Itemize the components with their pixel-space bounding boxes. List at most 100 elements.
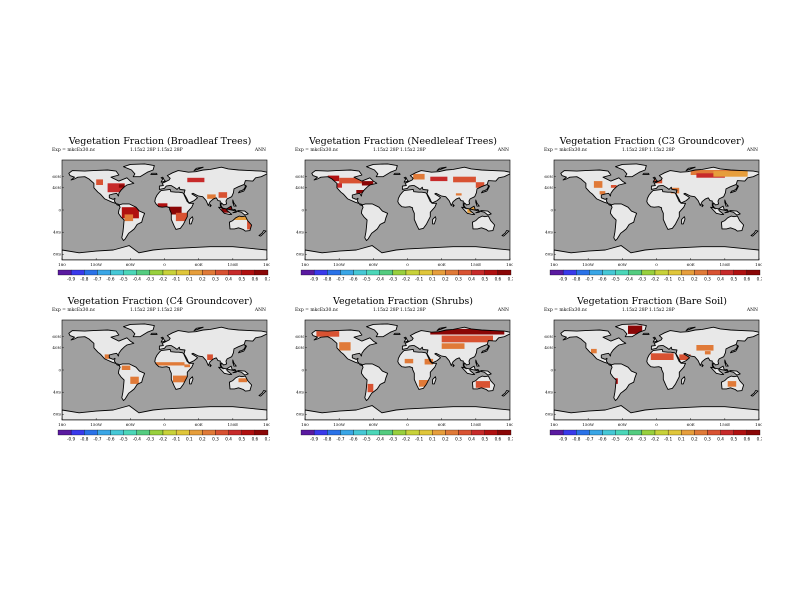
panel-period: ANN [497, 308, 509, 313]
landmass-north-america [560, 330, 626, 366]
landmass-indonesia [461, 366, 492, 375]
landmass-south-america [610, 363, 637, 401]
colorbar-label: -0.5 [612, 277, 621, 282]
colorbar-swatch [70, 269, 85, 276]
data-cell [339, 342, 351, 351]
coastline-iceland [393, 332, 401, 335]
x-tick-label: 180 [301, 262, 309, 267]
coastline-nz [750, 230, 759, 237]
colorbar-swatch [300, 429, 315, 436]
coastline-africa [646, 348, 686, 390]
panel-title: Vegetation Fraction (C4 Groundcover) [67, 296, 253, 307]
panel-needleleaf: Vegetation Fraction (Needleleaf Trees) E… [293, 136, 513, 296]
panel-period: ANN [497, 148, 509, 153]
colorbar-swatch [746, 269, 761, 276]
colorbar: -0.9 -0.8 -0.7 -0.6 -0.5 -0.4 -0.3 -0.2 -0.1 0.1 0… [549, 269, 762, 282]
panel-shrubs: Vegetation Fraction (Shrubs) Exp = mkcEx… [293, 296, 513, 456]
colorbar-swatch [215, 429, 229, 436]
colorbar-label: -0.5 [120, 277, 129, 282]
coastline-madagascar [189, 376, 194, 385]
colorbar-swatch [149, 429, 164, 436]
coastline-south-america [360, 203, 389, 242]
x-tick-label: 150E [228, 262, 239, 267]
colorbar-label: 0.4 [225, 437, 232, 442]
x-tick-label: 0 [163, 262, 166, 267]
data-cell [413, 173, 425, 180]
panel-expression: Exp = mkcEx30.nc [52, 308, 96, 313]
y-tick-label: 0 [550, 207, 553, 212]
coastline-south-america [609, 363, 638, 402]
colorbar-label: 0.1 [678, 437, 685, 442]
colorbar-swatch [241, 269, 256, 276]
y-tick-label: 80S [545, 252, 553, 257]
x-tick-label: 150W [90, 262, 103, 267]
coastline-madagascar [681, 216, 686, 225]
colorbar-label: -0.7 [336, 277, 345, 282]
colorbar-swatch [84, 429, 98, 436]
landmass-antarctica [554, 405, 759, 420]
coastline-africa [397, 348, 437, 390]
data-cell [316, 331, 340, 337]
colorbar-swatch [110, 429, 124, 436]
colorbar-label: 0.1 [429, 437, 436, 442]
colorbar-label: 0.4 [468, 277, 475, 282]
landmass-south-america [361, 203, 388, 241]
colorbar-label: -0.4 [376, 277, 385, 282]
coastline-philippines [232, 359, 237, 367]
coastline-south-america [117, 203, 146, 242]
coastline-japan [481, 184, 490, 194]
colorbar-label: 0.5 [238, 277, 245, 282]
colorbar-swatch [70, 429, 85, 436]
colorbar-label: 0.1 [186, 437, 193, 442]
colorbar-label: -0.9 [67, 437, 76, 442]
y-tick-label: 40N [295, 345, 304, 350]
data-cell [628, 325, 643, 334]
colorbar-swatch [57, 429, 72, 436]
coastline-antarctica [305, 405, 510, 420]
data-cell [130, 376, 139, 384]
colorbar-label: 0.1 [678, 277, 685, 282]
y-tick-label: 40S [545, 390, 553, 395]
colorbar-swatch [123, 269, 137, 276]
colorbar-label: -0.8 [80, 277, 89, 282]
landmass-australia [721, 216, 744, 232]
landmass-africa [397, 189, 437, 230]
colorbar-swatch [641, 429, 656, 436]
y-tick-label: 0 [550, 367, 553, 372]
colorbar-swatch [445, 269, 459, 276]
colorbar-label: -0.9 [67, 277, 76, 282]
colorbar-label: 0.2 [691, 437, 698, 442]
coastline-antarctica [62, 245, 267, 260]
coastline-nz [258, 390, 267, 397]
colorbar-label: 0.6 [252, 277, 259, 282]
data-cell [175, 212, 191, 222]
colorbar-label: -0.6 [106, 277, 115, 282]
x-tick-label: 60W [126, 422, 136, 427]
map-plot: 60N 40N 0 40S 80S 180 150W 60W 0 60E 150E 180 [544, 159, 762, 267]
colorbar-swatch [392, 269, 407, 276]
coastline-philippines [475, 199, 480, 207]
data-cell [156, 362, 185, 366]
panel-broadleaf: Vegetation Fraction (Broadleaf Trees) Ex… [50, 136, 270, 296]
y-tick-label: 60N [544, 174, 553, 179]
coastline-srilanka [209, 363, 212, 368]
colorbar-label: -0.4 [625, 277, 634, 282]
landmass-north-america [68, 330, 134, 366]
x-tick-label: 0 [406, 262, 409, 267]
coastline-australia [471, 375, 496, 392]
x-tick-label: 180 [550, 422, 558, 427]
data-cell [124, 214, 134, 222]
y-tick-label: 80S [53, 252, 61, 257]
colorbar-label: 0.3 [455, 277, 462, 282]
colorbar-label: 0.3 [704, 437, 711, 442]
coastline-novaya [685, 326, 696, 332]
landmass-antarctica [554, 245, 759, 260]
colorbar-swatch [654, 269, 669, 276]
colorbar-swatch [254, 429, 269, 436]
landmass-madagascar [681, 216, 685, 224]
data-cell [727, 381, 737, 387]
colorbar-swatch [445, 429, 459, 436]
colorbar-swatch [628, 269, 643, 276]
colorbar-swatch [254, 269, 269, 276]
data-cell [218, 192, 228, 198]
